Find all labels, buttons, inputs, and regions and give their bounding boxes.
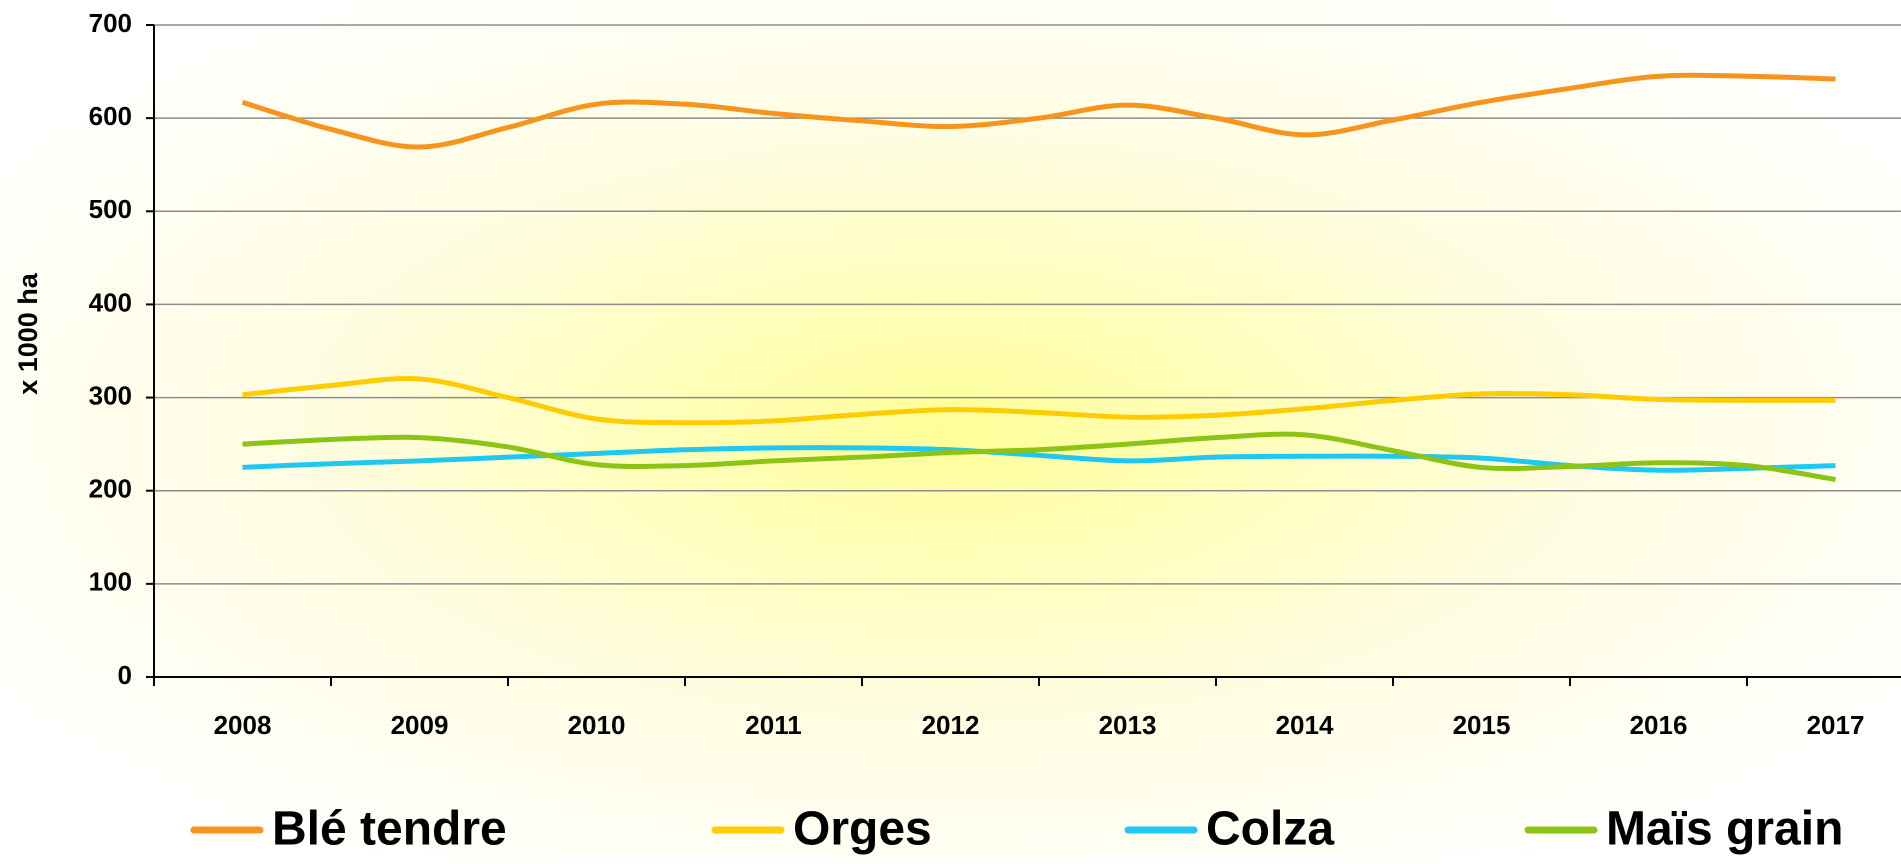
y-tick-label: 0 [118, 660, 132, 690]
y-tick-label: 200 [89, 474, 132, 504]
x-tick-label: 2011 [745, 710, 801, 740]
legend-label: Colza [1206, 803, 1334, 856]
y-axis-label: x 1000 ha [13, 272, 43, 395]
x-tick-label: 2014 [1276, 710, 1334, 740]
series-line [242, 431, 1836, 483]
series-line [242, 376, 1836, 426]
y-tick-label: 300 [89, 380, 132, 410]
legend-label: Blé tendre [272, 803, 507, 856]
y-tick-label: 500 [89, 194, 132, 224]
series-line [241, 72, 1836, 150]
y-tick-label: 600 [89, 101, 132, 131]
y-tick-label: 700 [89, 8, 132, 38]
legend-label: Maïs grain [1606, 803, 1843, 856]
y-tick-label: 400 [89, 287, 132, 317]
x-tick-label: 2013 [1099, 710, 1157, 740]
x-tick-label: 2017 [1807, 710, 1865, 740]
x-tick-label: 2008 [214, 710, 272, 740]
x-tick-label: 2010 [568, 710, 626, 740]
x-tick-label: 2012 [922, 710, 980, 740]
x-tick-label: 2009 [391, 710, 449, 740]
legend-label: Orges [793, 803, 932, 856]
x-tick-label: 2015 [1453, 710, 1511, 740]
x-tick-label: 2016 [1630, 710, 1688, 740]
y-tick-label: 100 [89, 567, 132, 597]
